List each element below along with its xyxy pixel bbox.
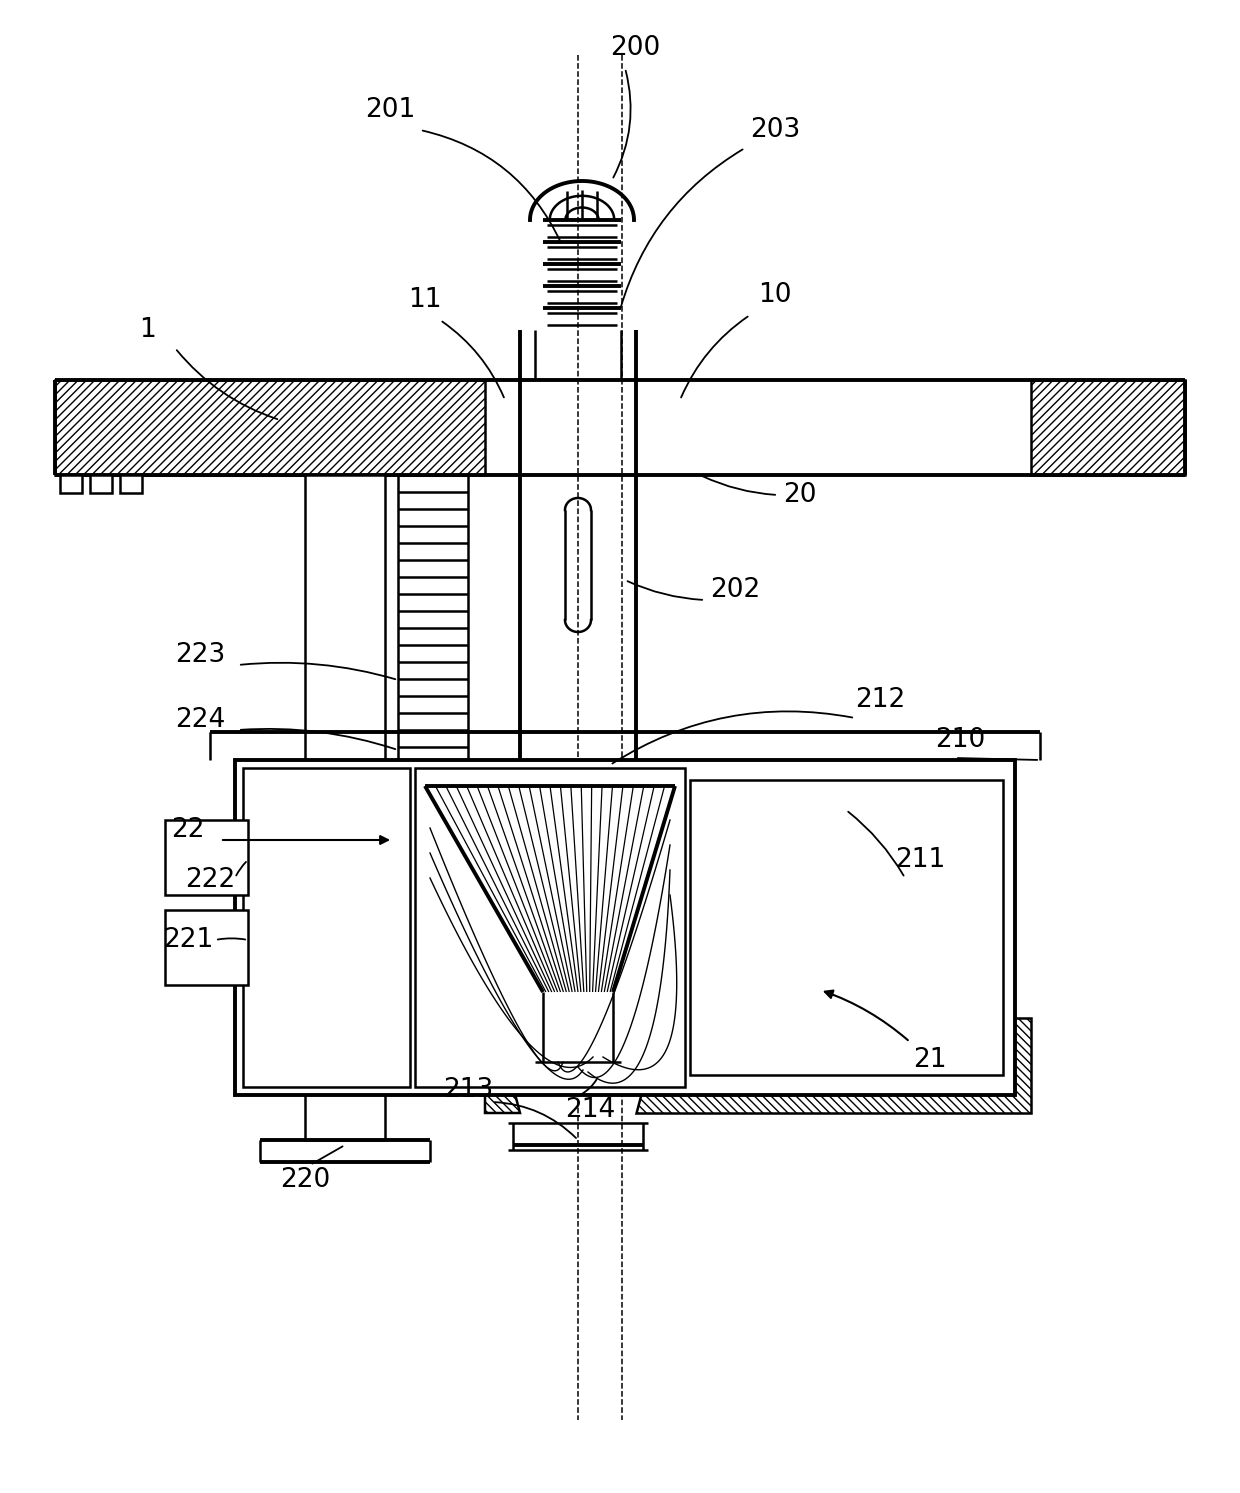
Text: 1: 1 [140, 317, 156, 343]
Bar [689, 779, 1003, 1075]
Text: 20: 20 [784, 482, 817, 508]
Text: 210: 210 [935, 727, 985, 752]
Text: 223: 223 [175, 642, 226, 667]
Bar [120, 475, 143, 493]
Text: 202: 202 [709, 576, 760, 603]
Text: 222: 222 [185, 867, 236, 893]
Text: 10: 10 [758, 282, 792, 308]
Text: 22: 22 [171, 817, 205, 844]
Text: 214: 214 [565, 1097, 615, 1123]
Text: 200: 200 [610, 34, 660, 61]
Text: 221: 221 [162, 927, 213, 953]
Bar [305, 475, 384, 1141]
Bar [60, 475, 82, 493]
Text: 203: 203 [750, 116, 800, 143]
Bar [243, 767, 410, 1087]
Text: 11: 11 [408, 287, 441, 314]
Text: 224: 224 [175, 708, 226, 733]
Polygon shape [485, 1018, 520, 1112]
Text: 212: 212 [854, 687, 905, 714]
Bar [55, 381, 485, 475]
Text: 211: 211 [895, 847, 945, 873]
Text: 21: 21 [913, 1047, 947, 1073]
Polygon shape [636, 1018, 1030, 1112]
Bar [165, 820, 248, 894]
Bar [91, 475, 112, 493]
Bar [236, 760, 1016, 1094]
Bar [415, 767, 684, 1087]
Text: 220: 220 [280, 1168, 330, 1193]
Text: 201: 201 [365, 97, 415, 122]
Text: 213: 213 [443, 1076, 494, 1103]
Bar [1030, 381, 1185, 475]
Bar [165, 911, 248, 985]
